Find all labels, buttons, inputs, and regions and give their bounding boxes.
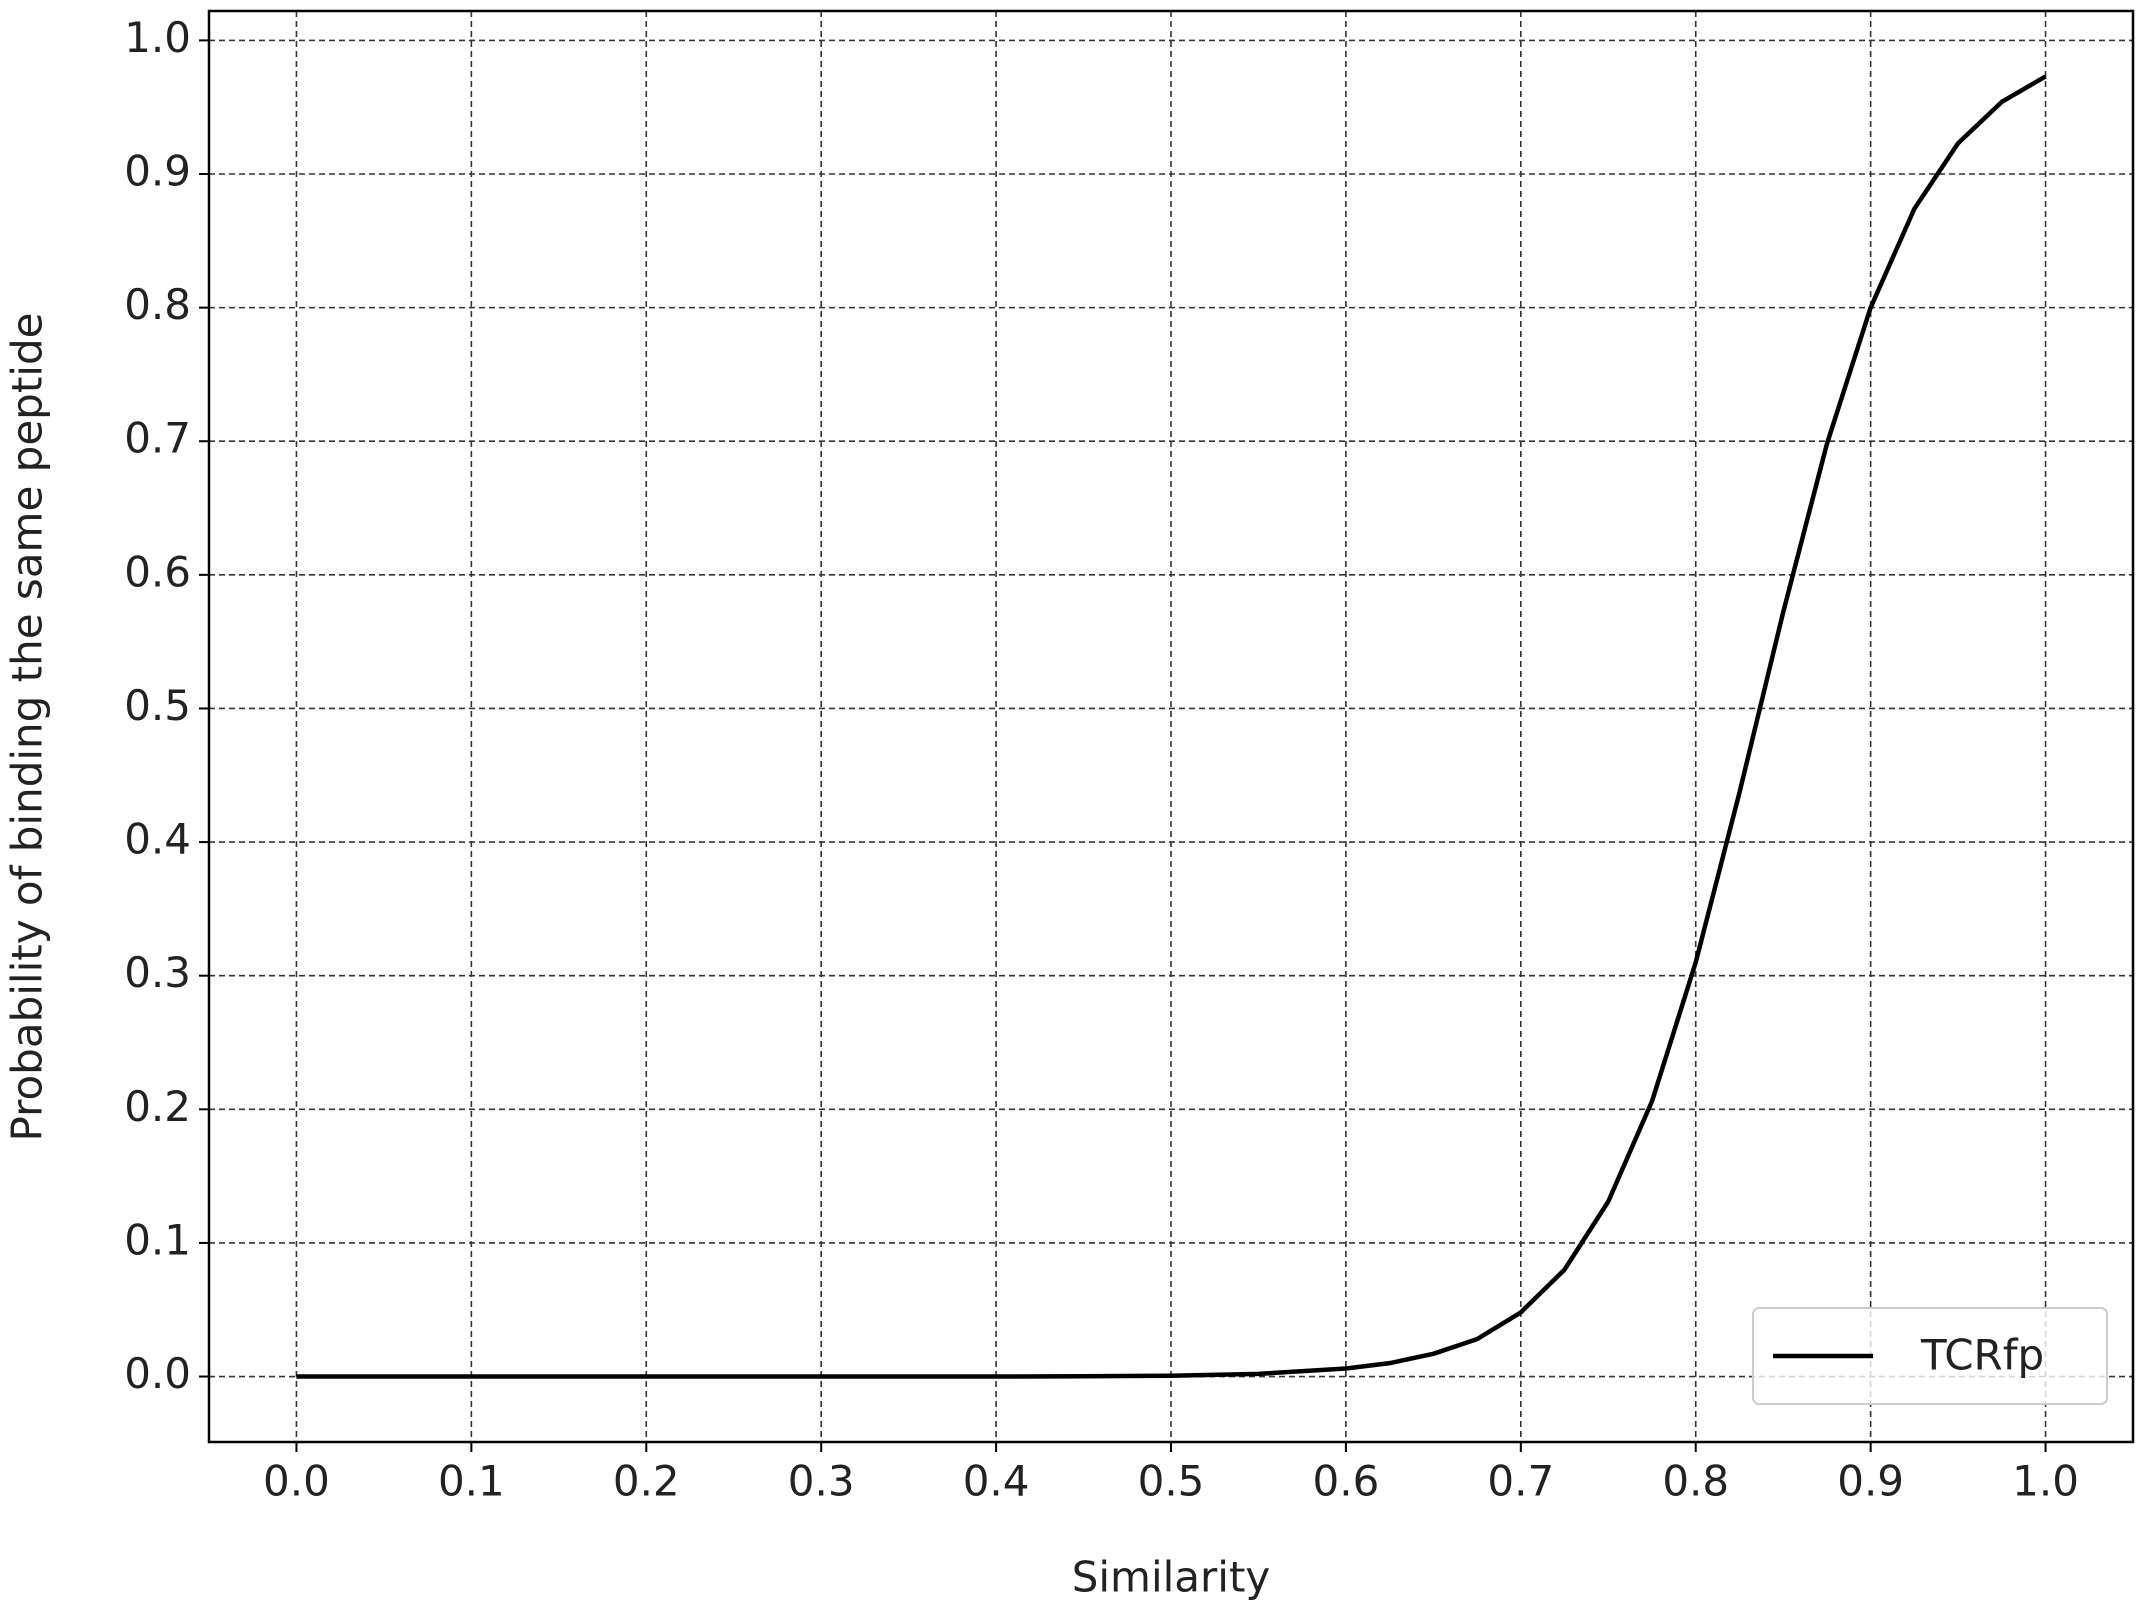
x-tick-label: 0.4 — [963, 1457, 1030, 1506]
y-tick-label: 0.4 — [124, 815, 191, 864]
x-tick-label: 0.8 — [1662, 1457, 1729, 1506]
x-tick-label: 0.3 — [788, 1457, 855, 1506]
data-line — [296, 74, 2047, 1379]
x-tick-label: 0.7 — [1487, 1457, 1554, 1506]
y-tick-label: 0.2 — [124, 1082, 191, 1131]
y-tick-label: 1.0 — [124, 13, 191, 62]
y-tick-label: 0.6 — [124, 547, 191, 596]
plot-frame — [207, 9, 2135, 1444]
y-tick-label: 0.1 — [124, 1215, 191, 1264]
x-axis-label: Similarity — [1072, 1553, 1271, 1602]
y-tick-label: 0.5 — [124, 681, 191, 730]
y-axis-label: Probability of binding the same peptide — [3, 313, 52, 1142]
x-tick-label: 0.5 — [1138, 1457, 1205, 1506]
x-tick-label: 0.1 — [438, 1457, 505, 1506]
y-tick-label: 0.8 — [124, 280, 191, 329]
y-tick-label: 0.9 — [124, 147, 191, 196]
y-tick-label: 0.0 — [124, 1349, 191, 1398]
x-tick-label: 1.0 — [2012, 1457, 2079, 1506]
y-tick-label: 0.7 — [124, 414, 191, 463]
x-tick-label: 0.6 — [1313, 1457, 1380, 1506]
y-tick-label: 0.3 — [124, 948, 191, 997]
legend-box — [1752, 1307, 2108, 1405]
legend-label: TCRfp — [1920, 1331, 2044, 1380]
x-tick-label: 0.0 — [263, 1457, 330, 1506]
x-tick-label: 0.9 — [1837, 1457, 1904, 1506]
x-tick-label: 0.2 — [613, 1457, 680, 1506]
